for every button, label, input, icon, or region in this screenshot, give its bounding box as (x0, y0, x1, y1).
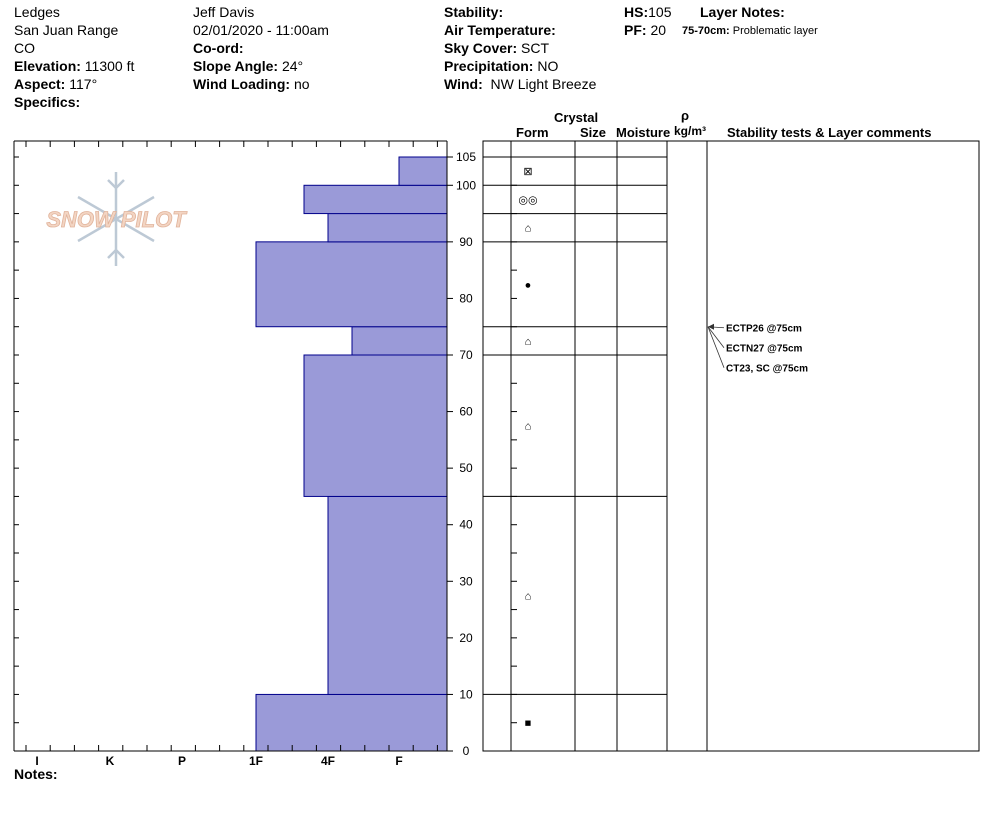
density-symbol: ρ (681, 108, 690, 123)
aspect-field: Aspect: 117° (14, 76, 98, 92)
depth-tick-label: 70 (459, 348, 473, 362)
hardness-label-f: F (395, 754, 402, 768)
grain-form-symbol-5: ⌂ (525, 223, 532, 235)
hardness-bar-5 (327, 213, 448, 243)
precipitation-field: Precipitation: NO (444, 58, 559, 74)
depth-tick-label: 60 (459, 405, 473, 419)
specifics-field: Specifics: (14, 94, 81, 110)
hardness-bar-7 (398, 156, 448, 186)
pf-field: PF: 20 (624, 22, 667, 38)
depth-tick-label: 100 (456, 178, 476, 192)
stability-test-arrow (708, 323, 714, 330)
elevation-field: Elevation: 11300 ft (14, 58, 135, 74)
layer-notes-heading: Layer Notes: (700, 4, 785, 20)
observation-datetime: 02/01/2020 - 11:00am (193, 22, 329, 38)
observer-name: Jeff Davis (193, 4, 255, 20)
grain-form-symbol-1: ⌂ (525, 590, 532, 602)
depth-tick-label: 50 (459, 461, 473, 475)
wind-field: Wind: NW Light Breeze (444, 76, 597, 92)
stability-test-leader-2 (707, 326, 725, 368)
grain-form-symbol-7: ⊠ (523, 166, 532, 178)
grain-form-symbol-3: ⌂ (525, 336, 532, 348)
stability-test-label-2: CT23, SC @75cm (726, 364, 808, 375)
hardness-bar-3 (351, 326, 448, 356)
hs-field: HS:105 (624, 4, 672, 20)
depth-tick-label: 90 (459, 235, 473, 249)
hardness-bar-1 (327, 495, 448, 695)
crystal-heading: Crystal (554, 110, 599, 125)
depth-tick-label: 30 (459, 574, 473, 588)
form-heading: Form (516, 125, 549, 140)
depth-tick-label: 40 (459, 518, 473, 532)
coord-field: Co-ord: (193, 40, 244, 56)
grain-form-symbol-0: ■ (525, 718, 532, 730)
hardness-bar-0 (255, 693, 448, 752)
slope-angle-field: Slope Angle: 24° (193, 58, 304, 74)
hardness-label-1f: 1F (249, 754, 263, 768)
snowpilot-logo: SNOW PILOT (46, 172, 188, 266)
mountain-range: San Juan Range (14, 22, 119, 38)
logo-text: SNOW PILOT (46, 207, 187, 232)
hardness-label-k: K (106, 754, 115, 768)
depth-tick-label: 80 (459, 291, 473, 305)
density-unit: kg/m³ (674, 124, 707, 138)
moisture-heading: Moisture (616, 125, 671, 140)
hardness-bar-6 (303, 184, 448, 215)
stability-comments-heading: Stability tests & Layer comments (727, 125, 932, 140)
depth-tick-label: 10 (459, 687, 473, 701)
stability-field: Stability: (444, 4, 504, 20)
air-temp-field: Air Temperature: (444, 22, 556, 38)
layer-note: 75-70cm: Problematic layer (682, 25, 818, 37)
state: CO (14, 40, 35, 56)
notes-label: Notes: (14, 766, 58, 782)
hardness-bar-4 (255, 241, 448, 328)
stability-test-label-1: ECTN27 @75cm (726, 344, 803, 355)
size-heading: Size (580, 125, 607, 140)
stability-test-label-0: ECTP26 @75cm (726, 324, 802, 335)
grain-form-symbol-6: ◎◎ (518, 194, 537, 206)
depth-tick-label: 0 (463, 744, 470, 758)
stability-test-leader-1 (707, 326, 725, 348)
wind-loading-field: Wind Loading: no (193, 76, 310, 92)
hardness-label-4f: 4F (321, 754, 335, 768)
grain-form-symbol-2: ⌂ (525, 421, 532, 433)
grain-form-symbol-4: ● (525, 279, 532, 291)
location-name: Ledges (14, 4, 60, 20)
layer-table-frame (482, 140, 980, 752)
depth-tick-label: 20 (459, 631, 473, 645)
depth-tick-label: 105 (456, 150, 476, 164)
hardness-label-i: I (35, 754, 38, 768)
hardness-bar-2 (303, 354, 448, 497)
hardness-label-p: P (178, 754, 186, 768)
sky-cover-field: Sky Cover: SCT (444, 40, 550, 56)
